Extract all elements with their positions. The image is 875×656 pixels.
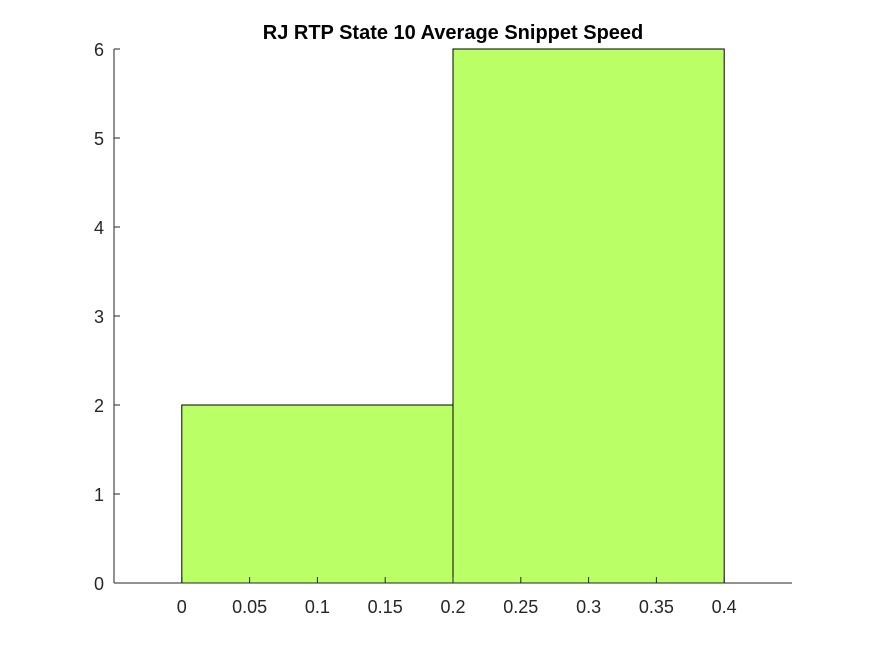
y-tick-label: 3 xyxy=(94,307,104,327)
bars-group xyxy=(181,48,725,584)
y-tick-label: 4 xyxy=(94,218,104,238)
y-tick-label: 0 xyxy=(94,574,104,594)
y-axis-ticks: 0 1 2 3 4 5 6 xyxy=(94,40,120,594)
y-tick-label: 6 xyxy=(94,40,104,60)
y-tick-label: 5 xyxy=(94,129,104,149)
x-tick-label: 0.15 xyxy=(368,597,403,617)
chart-title: RJ RTP State 10 Average Snippet Speed xyxy=(263,22,644,44)
x-tick-label: 0.2 xyxy=(440,597,465,617)
y-tick-label: 2 xyxy=(94,396,104,416)
x-tick-label: 0.25 xyxy=(503,597,538,617)
x-tick-label: 0.1 xyxy=(305,597,330,617)
y-tick-label: 1 xyxy=(94,485,104,505)
x-tick-label: 0.35 xyxy=(639,597,674,617)
x-axis-ticks: 0 0.05 0.1 0.15 0.2 0.25 0.3 0.35 0.4 xyxy=(177,577,737,617)
x-tick-label: 0.3 xyxy=(576,597,601,617)
histogram-bar-2 xyxy=(452,48,725,584)
histogram-bar-1 xyxy=(181,404,454,584)
x-tick-label: 0 xyxy=(177,597,187,617)
x-tick-label: 0.4 xyxy=(712,597,737,617)
x-tick-label: 0.05 xyxy=(232,597,267,617)
